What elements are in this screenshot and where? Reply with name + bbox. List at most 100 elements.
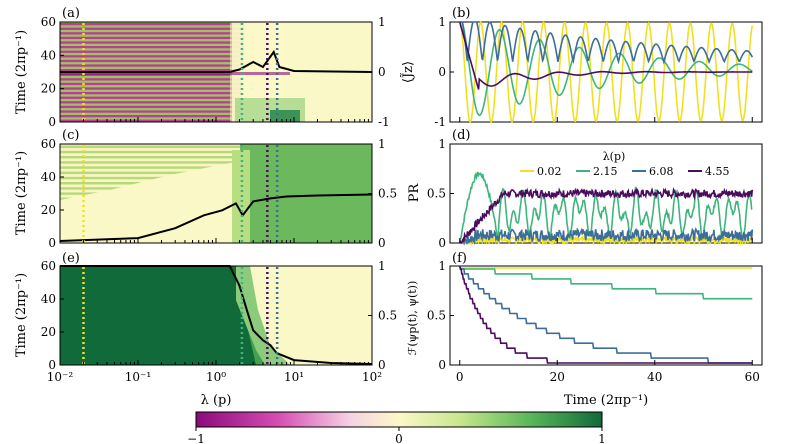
ytick-label-d-2: 1 xyxy=(438,137,446,151)
xtick-label-e-1: 10⁻¹ xyxy=(125,370,151,384)
ytick-label-b-1: 0 xyxy=(438,65,446,79)
legend-label-0.02: 0.02 xyxy=(537,165,562,178)
ytick-label-c-1: 20 xyxy=(41,203,56,217)
ytick-label-d-0: 0 xyxy=(438,236,446,250)
panel-d: (d) 00.51 PR λ(p) 0.02 2.15 6.08 4.55 xyxy=(407,128,763,250)
xtick-label-e-3: 10¹ xyxy=(284,370,304,384)
series-f xyxy=(459,265,753,364)
ytick-label-e-1: 20 xyxy=(41,325,56,339)
ylabel-f: ℱ(ψp(t), ψ(t)) xyxy=(406,281,419,356)
rytick-label-c-1: 0.5 xyxy=(378,187,397,201)
ytick-label-c-3: 60 xyxy=(41,137,56,151)
yticks-d: 00.51 xyxy=(427,137,454,250)
markers-a xyxy=(82,23,279,121)
ytick-label-a-1: 20 xyxy=(41,82,56,96)
markers-c xyxy=(82,145,279,242)
legend-d: 0.02 2.15 6.08 4.55 xyxy=(520,165,730,178)
series-d xyxy=(459,171,754,246)
ytick-label-f-2: 1 xyxy=(438,259,446,273)
ytick-label-e-0: 0 xyxy=(48,358,56,372)
heatmap-e xyxy=(60,266,372,365)
ylabel-c: Time (2πp⁻¹) xyxy=(14,151,29,235)
ytick-label-e-3: 60 xyxy=(41,259,56,273)
axes-f-frame xyxy=(449,265,763,366)
colorbar-tick-label-2: 1 xyxy=(598,432,606,444)
xtick-label-e-4: 10² xyxy=(362,370,382,384)
xtickmarks-c xyxy=(59,238,373,243)
colorbar-tick-label-0: −1 xyxy=(187,432,205,444)
xtick-label-f-0: 0 xyxy=(456,370,464,384)
ytick-label-b-2: 1 xyxy=(438,15,446,29)
panel-label-c: (c) xyxy=(62,128,79,143)
overlay-line-c xyxy=(59,193,373,242)
yticks-f: 00.51 xyxy=(427,259,454,372)
xtick-label-e-0: 10⁻² xyxy=(47,370,74,384)
ylabel-b: ⟨J̃z⟩ xyxy=(400,61,416,83)
ryticks-c: 00.51 xyxy=(368,137,397,250)
rytick-label-e-0: 0 xyxy=(378,358,386,372)
panel-label-a: (a) xyxy=(62,6,80,21)
xlabel-e: λ (p) xyxy=(201,393,232,408)
colorbar: −1 0 1 xyxy=(187,411,606,444)
rytick-label-c-0: 0 xyxy=(378,236,386,250)
series-line-d-6.08 xyxy=(459,227,754,246)
overlay-line-a xyxy=(60,49,373,73)
legend-label-4.55: 4.55 xyxy=(705,165,730,178)
rytick-label-e-2: 1 xyxy=(378,259,386,273)
ylabel-d: PR xyxy=(407,183,422,203)
series-line-b-0.02 xyxy=(459,20,754,124)
xtick-label-f-3: 60 xyxy=(745,370,760,384)
xticks-f: 0 20 40 60 xyxy=(456,360,760,384)
yticks-e: 0 20 40 60 xyxy=(41,259,64,372)
xtickmarks-d xyxy=(459,238,753,243)
heatmap-c xyxy=(60,144,372,243)
series-line-f-4.55 xyxy=(459,265,753,364)
panel-a: (a) 0 20 40 60 -1 0 1 Time (2πp⁻¹) xyxy=(14,6,390,129)
ytick-label-f-0: 0 xyxy=(438,358,446,372)
markers-e xyxy=(82,267,279,364)
xlabel-f: Time (2πp⁻¹) xyxy=(564,393,648,408)
rytick-label-a-2: 1 xyxy=(378,15,386,29)
legend-label-2.15: 2.15 xyxy=(593,165,618,178)
rytick-label-a-1: 0 xyxy=(378,65,386,79)
series-line-f-2.15 xyxy=(459,265,753,300)
series-line-f-6.08 xyxy=(459,265,753,364)
panel-b: (b) -1 0 1 ⟨J̃z⟩ xyxy=(400,6,763,129)
ytick-label-a-0: 0 xyxy=(48,115,56,129)
yticks-a: 0 20 40 60 xyxy=(41,15,64,129)
rytick-label-c-2: 1 xyxy=(378,137,386,151)
rytick-label-a-0: -1 xyxy=(378,115,390,129)
ytick-label-f-1: 0.5 xyxy=(427,309,446,323)
xticks-e: 10⁻² 10⁻¹ 10⁰ 10¹ 10² xyxy=(47,360,382,384)
legend-label-6.08: 6.08 xyxy=(649,165,674,178)
ytick-label-a-3: 60 xyxy=(41,15,56,29)
overlay-line-e xyxy=(60,265,373,365)
ylabel-e: Time (2πp⁻¹) xyxy=(14,273,29,357)
rytick-label-e-1: 0.5 xyxy=(378,309,397,323)
xtickmarks-b xyxy=(459,117,753,122)
series-line-b-6.08 xyxy=(459,21,754,65)
series-b xyxy=(459,20,754,124)
panel-label-b: (b) xyxy=(452,6,470,21)
series-line-b-2.15 xyxy=(459,21,753,117)
ytick-label-c-0: 0 xyxy=(48,236,56,250)
series-line-d-4.55 xyxy=(459,187,754,245)
ytick-label-e-2: 40 xyxy=(41,292,56,306)
ylabel-a: Time (2πp⁻¹) xyxy=(14,30,29,114)
ytick-label-a-2: 40 xyxy=(41,48,56,62)
xtick-label-f-2: 40 xyxy=(647,370,662,384)
panel-f: (f) 00.51 0 20 40 60 ℱ(ψp(t), ψ(t)) Time (2… xyxy=(406,251,763,408)
colorbar-gradient xyxy=(195,411,603,428)
legend-title-d: λ(p) xyxy=(603,150,626,163)
xtickmarks-a xyxy=(59,117,373,122)
ryticks-e: 00.51 xyxy=(368,259,397,372)
panel-label-d: (d) xyxy=(452,128,470,143)
xtick-label-e-2: 10⁰ xyxy=(206,370,226,384)
ytick-label-d-1: 0.5 xyxy=(427,187,446,201)
colorbar-ticks: −1 0 1 xyxy=(187,427,606,444)
series-line-b-4.55 xyxy=(459,21,753,90)
ytick-label-c-2: 40 xyxy=(41,170,56,184)
